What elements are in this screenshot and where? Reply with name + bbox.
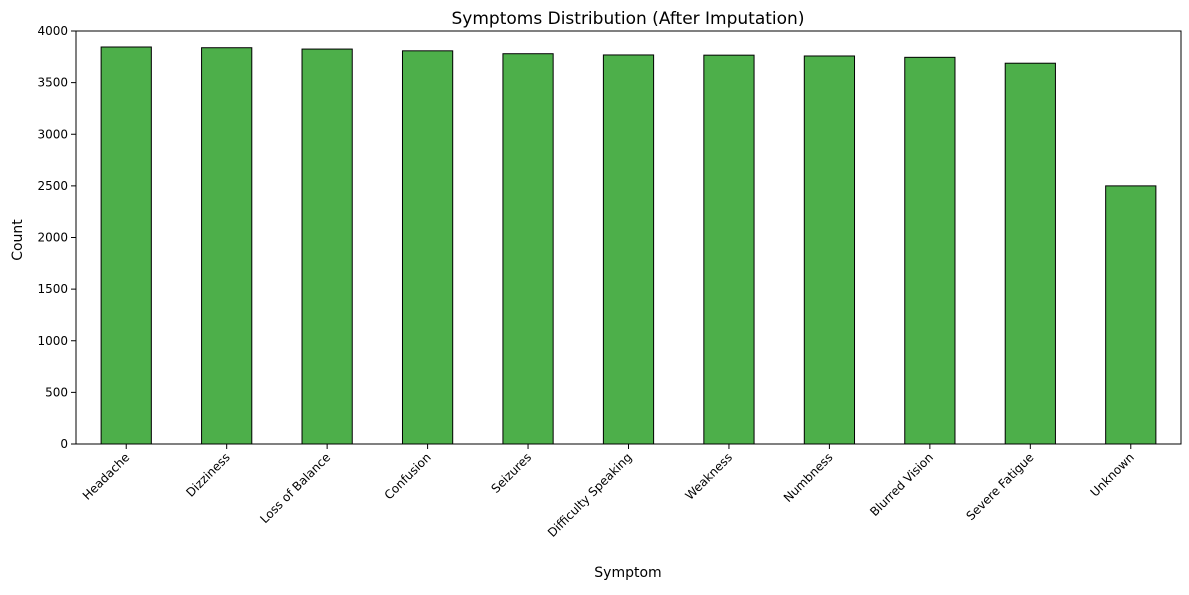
x-tick-label: Seizures	[489, 450, 535, 496]
bar-unknown	[1105, 185, 1157, 445]
x-tick-label: Loss of Balance	[257, 450, 333, 526]
x-tick-label: Confusion	[382, 450, 434, 502]
chart-title: Symptoms Distribution (After Imputation)	[452, 9, 805, 29]
bar-headache	[100, 46, 152, 445]
bar-blurred-vision	[904, 56, 956, 445]
plot-area-frame	[75, 30, 1182, 445]
bar-severe-fatigue	[1004, 62, 1056, 445]
x-axis-label: Symptom	[594, 565, 661, 581]
x-tick-label: Difficulty Speaking	[545, 450, 635, 540]
bars	[100, 46, 1157, 445]
x-tick-label: Weakness	[683, 450, 736, 503]
bar-numbness	[803, 55, 856, 445]
bar-confusion	[401, 50, 454, 445]
x-tick-label: Unknown	[1088, 450, 1137, 499]
y-axis-label: Count	[10, 219, 26, 261]
bar-loss-of-balance	[301, 48, 353, 445]
y-tick-label: 2500	[37, 179, 68, 193]
y-tick-label: 3500	[37, 76, 68, 90]
y-tick-label: 2000	[37, 231, 68, 245]
bar-seizures	[502, 53, 554, 445]
y-tick-label: 4000	[37, 24, 68, 38]
x-tick-label: Numbness	[781, 450, 836, 505]
x-tick-label: Severe Fatigue	[963, 450, 1036, 523]
bar-weakness	[703, 54, 755, 445]
y-tick-label: 0	[60, 437, 68, 451]
x-axis-ticks: Headache Dizziness Loss of Balance Confusio…	[80, 444, 1137, 540]
bar-difficulty-speaking	[602, 54, 655, 445]
x-tick-label: Blurred Vision	[867, 450, 936, 519]
x-tick-label: Dizziness	[183, 450, 232, 499]
y-tick-label: 1500	[37, 282, 68, 296]
y-tick-label: 500	[45, 385, 68, 399]
bar-dizziness	[201, 47, 253, 445]
y-axis-ticks: 0 500 1000 1500 2000 2500 3000 3500 4000	[37, 24, 76, 451]
y-tick-label: 3000	[37, 127, 68, 141]
x-tick-label: Headache	[80, 450, 133, 503]
y-tick-label: 1000	[37, 334, 68, 348]
